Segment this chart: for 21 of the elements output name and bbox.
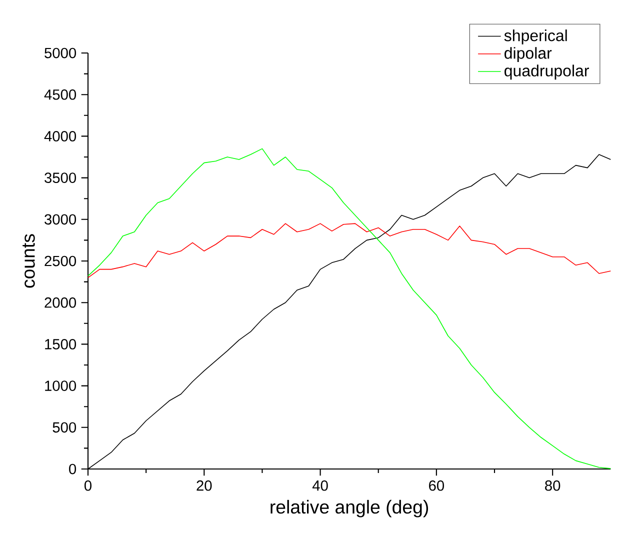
x-tick-label: 80 bbox=[545, 480, 560, 491]
x-tick-label: 40 bbox=[312, 480, 328, 491]
legend-label: quadrupolar bbox=[504, 64, 589, 80]
legend-label: shperical bbox=[504, 29, 567, 44]
y-tick-label: 0 bbox=[69, 464, 76, 474]
x-tick-label: 0 bbox=[84, 480, 92, 491]
y-tick-label: 4000 bbox=[44, 131, 76, 142]
y-tick-label: 5000 bbox=[44, 48, 76, 58]
y-tick-label: 3500 bbox=[44, 172, 76, 183]
y-tick-label: 1000 bbox=[45, 380, 76, 391]
y-tick-label: 2000 bbox=[44, 297, 76, 308]
y-tick-label: 3000 bbox=[44, 214, 76, 225]
legend-label: dipolar bbox=[504, 47, 552, 62]
y-tick-label: 4500 bbox=[44, 89, 76, 100]
y-tick-label: 2500 bbox=[44, 256, 76, 266]
x-tick-label: 60 bbox=[429, 480, 444, 491]
x-tick-label: 20 bbox=[196, 480, 212, 491]
x-axis-title: relative angle (deg) bbox=[270, 500, 428, 518]
y-tick-label: 500 bbox=[52, 422, 76, 433]
y-tick-label: 1500 bbox=[45, 339, 76, 350]
y-axis-title: counts bbox=[22, 234, 35, 288]
